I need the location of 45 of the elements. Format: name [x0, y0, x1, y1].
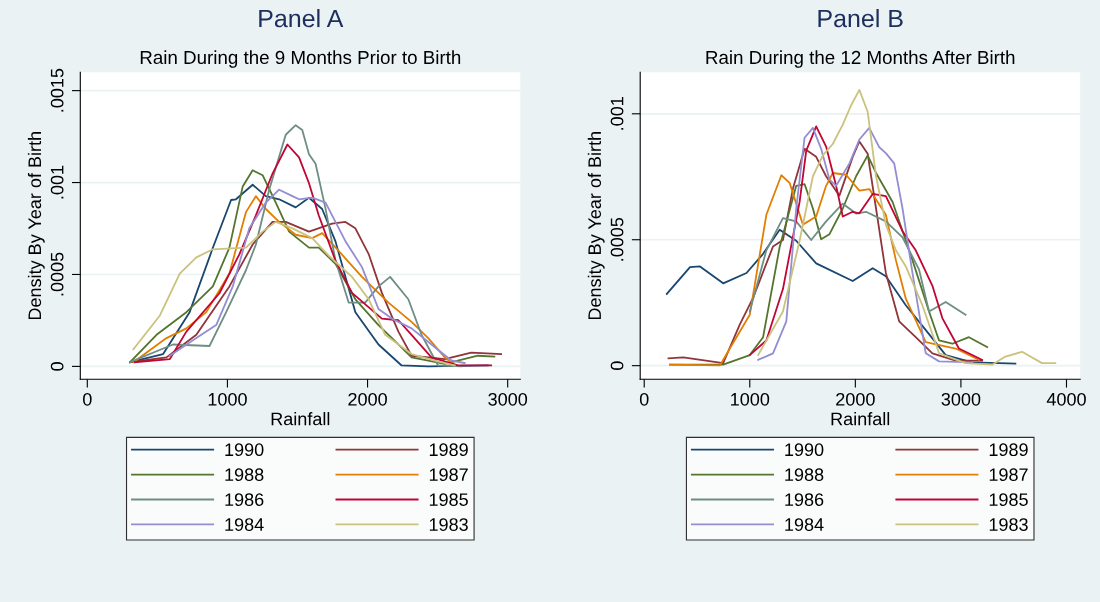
- y-tick-label: .001: [50, 165, 64, 199]
- x-tick-label: 3000: [941, 392, 981, 406]
- legend-label: 1990: [225, 443, 264, 457]
- line-series: [168, 188, 466, 364]
- x-tick-label: 4000: [1046, 392, 1086, 406]
- y-tick-label: .0015: [50, 68, 64, 112]
- x-axis-title: Rainfall: [271, 412, 330, 426]
- line-series: [757, 88, 1057, 366]
- legend-label: 1984: [225, 518, 264, 531]
- y-tick-label: 0: [610, 361, 624, 370]
- x-tick-label: 0: [639, 392, 649, 406]
- line-series: [129, 124, 463, 368]
- chart-subtitle: Rain During the 9 Months Prior to Birth: [140, 50, 461, 68]
- y-tick-label: .0005: [50, 252, 64, 296]
- legend-label: 1985: [989, 493, 1028, 506]
- legend-label: 1987: [989, 468, 1028, 482]
- legend-label: 1984: [785, 518, 824, 531]
- legend-label: 1986: [225, 493, 264, 506]
- y-tick-label: 0: [50, 362, 64, 371]
- legend-label: 1985: [429, 493, 468, 506]
- x-tick-label: 0: [82, 392, 92, 406]
- line-series: [665, 228, 1017, 365]
- y-axis-title: Density By Year of Birth: [27, 132, 45, 320]
- x-axis-title: Rainfall: [831, 412, 890, 426]
- x-tick-label: 1000: [731, 392, 770, 406]
- legend-label: 1986: [785, 493, 824, 506]
- chart-title: Panel B: [818, 8, 903, 28]
- x-tick-label: 2000: [348, 392, 387, 406]
- y-tick-label: .001: [610, 97, 624, 130]
- legend-label: 1988: [785, 468, 824, 482]
- y-axis-title: Density By Year of Birth: [587, 132, 605, 320]
- chart-subtitle: Rain During the 12 Months After Birth: [706, 50, 1015, 68]
- legend-label: 1990: [785, 443, 824, 457]
- x-tick-label: 1000: [208, 392, 247, 406]
- x-tick-label: 2000: [836, 392, 875, 406]
- legend-label: 1983: [989, 518, 1028, 531]
- legend-label: 1988: [225, 468, 264, 482]
- y-tick-label: .0005: [610, 217, 624, 261]
- legend-label: 1987: [429, 468, 468, 482]
- x-tick-label: 3000: [488, 392, 528, 406]
- legend-label: 1989: [989, 443, 1028, 457]
- legend-label: 1989: [429, 443, 468, 457]
- chart-title: Panel A: [259, 8, 344, 28]
- legend-label: 1983: [429, 518, 468, 531]
- line-series: [748, 202, 967, 316]
